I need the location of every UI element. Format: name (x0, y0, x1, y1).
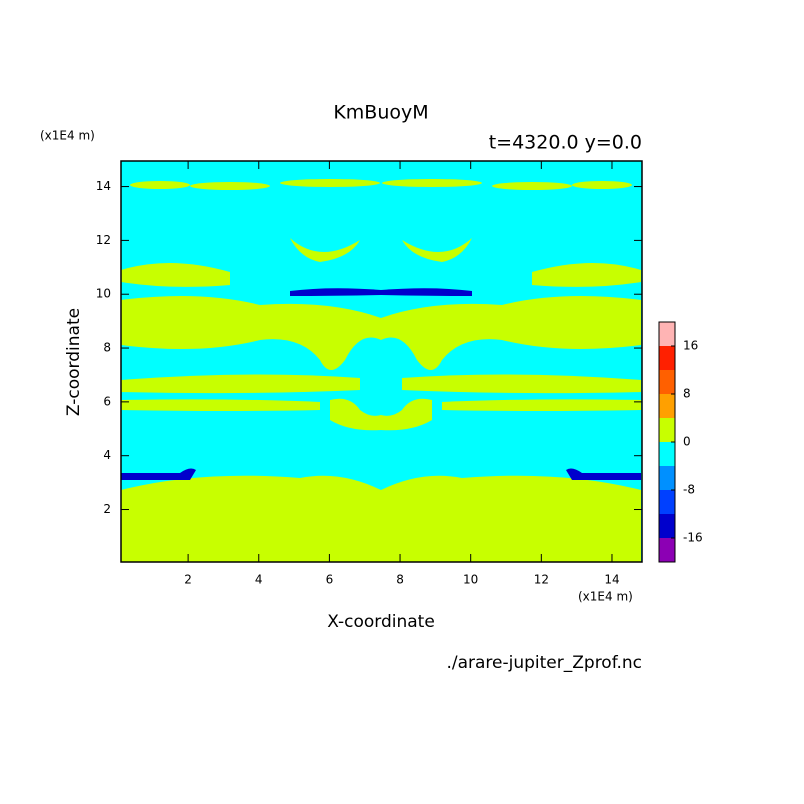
y-unit: (x1E4 m) (40, 129, 95, 143)
colorbar-band (659, 322, 675, 346)
colorbar-band (659, 442, 675, 466)
x-tick-label: 12 (534, 573, 549, 587)
colorbar-tick-label: 16 (683, 339, 698, 353)
x-axis-label: X-coordinate (327, 612, 435, 632)
colorbar-tick-label: -8 (683, 483, 695, 497)
y-axis-label: Z-coordinate (64, 308, 84, 416)
y-tick-label: 10 (96, 287, 111, 301)
y-tick-label: 14 (96, 179, 111, 193)
x-tick-label: 6 (326, 573, 334, 587)
colorbar-band (659, 346, 675, 370)
y-tick-label: 12 (96, 233, 111, 247)
source-file: ./arare-jupiter_Zprof.nc (446, 653, 642, 673)
subtitle: t=4320.0 y=0.0 (489, 132, 642, 154)
plot-frame (120, 160, 643, 563)
colorbar-band (659, 370, 675, 394)
colorbar-band (659, 538, 675, 562)
colorbar-tick-label: 0 (683, 435, 691, 449)
y-tick-label: 6 (103, 394, 111, 408)
chart-title: KmBuoyM (333, 102, 428, 124)
colorbar-tick-label: -16 (683, 531, 703, 545)
x-tick-label: 2 (184, 573, 192, 587)
colorbar-tick-label: 8 (683, 387, 691, 401)
x-unit: (x1E4 m) (578, 590, 633, 604)
x-tick-label: 8 (396, 573, 404, 587)
y-tick-label: 4 (103, 448, 111, 462)
colorbar-band (659, 514, 675, 538)
colorbar-band (659, 394, 675, 418)
y-tick-label: 8 (103, 341, 111, 355)
x-tick-label: 14 (604, 573, 619, 587)
colorbar-band (659, 490, 675, 514)
colorbar-band (659, 418, 675, 442)
x-tick-label: 10 (463, 573, 478, 587)
y-tick-label: 2 (103, 502, 111, 516)
x-tick-label: 4 (255, 573, 263, 587)
colorbar-band (659, 466, 675, 490)
